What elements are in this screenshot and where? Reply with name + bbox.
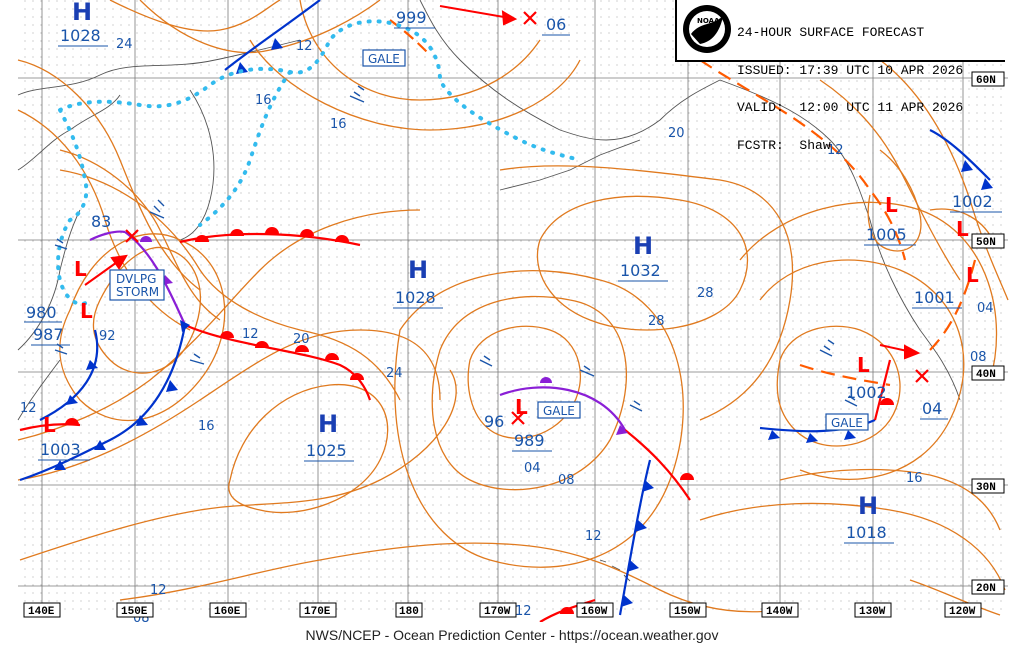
lon-label: 150W bbox=[674, 606, 701, 618]
svg-text:L: L bbox=[885, 193, 898, 217]
low-pressure-value: 96 bbox=[484, 412, 504, 431]
isobar-label: 12 bbox=[585, 529, 602, 544]
low-pressure-value: 1002 bbox=[846, 383, 887, 402]
storm-track-arrows bbox=[84, 5, 921, 360]
isobar-label: 04 bbox=[977, 301, 994, 316]
forecaster-name: FCSTR: Shaw bbox=[737, 137, 831, 153]
high-pressure-value: 1025 bbox=[306, 441, 347, 460]
lon-label: 120W bbox=[949, 606, 976, 618]
svg-text:NOAA: NOAA bbox=[697, 17, 720, 25]
lon-label: 140W bbox=[766, 606, 793, 618]
wind-barbs bbox=[54, 85, 858, 412]
isobar-label: 08 bbox=[970, 350, 987, 365]
high-pressure-value: 1028 bbox=[60, 26, 101, 45]
low-pressure-value: 1005 bbox=[866, 225, 907, 244]
isobar-label: 12 bbox=[515, 604, 532, 619]
isobar-label: 24 bbox=[116, 37, 133, 52]
noaa-logo: NOAA bbox=[683, 5, 731, 53]
ice-edge bbox=[56, 19, 582, 306]
svg-text:L: L bbox=[966, 263, 979, 287]
svg-text:L: L bbox=[857, 353, 870, 377]
lon-label: 140E bbox=[28, 606, 55, 618]
svg-text:L: L bbox=[515, 395, 528, 419]
isobar-label: 12 bbox=[20, 401, 37, 416]
isobar-label: 92 bbox=[99, 329, 116, 344]
isobar-label: 28 bbox=[697, 286, 714, 301]
high-symbol: H bbox=[858, 492, 878, 520]
svg-text:L: L bbox=[74, 257, 87, 281]
pressure-centers-layer: H 1028 H 1028 H 1032 H 1025 H 1018 999 0… bbox=[24, 0, 1002, 544]
low-pressure-value: 1001 bbox=[914, 288, 955, 307]
low-pressure-value: 999 bbox=[396, 8, 427, 27]
high-symbol: H bbox=[408, 256, 428, 284]
isobar-label: 16 bbox=[906, 471, 923, 486]
latitude-labels: 60N 50N 40N 30N 20N bbox=[971, 71, 1005, 595]
low-pressure-value: 987 bbox=[33, 325, 64, 344]
lat-label: 30N bbox=[976, 482, 996, 494]
isobar-label: 16 bbox=[198, 419, 215, 434]
lon-label: 170E bbox=[304, 606, 331, 618]
isobars bbox=[17, 0, 1009, 616]
isobar-label: 20 bbox=[668, 126, 685, 141]
front-symbols bbox=[54, 38, 993, 614]
low-pressure-value: 1003 bbox=[40, 440, 81, 459]
svg-text:L: L bbox=[80, 299, 93, 323]
issued-time: ISSUED: 17:39 UTC 10 APR 2026 bbox=[737, 62, 964, 78]
isobar-label: 12 bbox=[150, 583, 167, 598]
isobar-label: 12 bbox=[296, 39, 313, 54]
warning-boxes: GALE DVLPG STORM GALE GALE bbox=[109, 49, 869, 431]
lon-label: 130W bbox=[859, 606, 886, 618]
forecast-title: 24-HOUR SURFACE FORECAST bbox=[737, 25, 925, 40]
isobar-label: 12 bbox=[827, 143, 844, 158]
lat-label: 60N bbox=[976, 75, 996, 87]
isobar-label: 28 bbox=[648, 314, 665, 329]
lat-label: 20N bbox=[976, 583, 996, 595]
isobar-label: 16 bbox=[330, 117, 347, 132]
lon-label: 180 bbox=[399, 606, 419, 618]
isobar-label: 20 bbox=[293, 332, 310, 347]
gale-warning-label: GALE bbox=[831, 416, 863, 430]
low-pressure-value: 83 bbox=[91, 212, 111, 231]
graticule bbox=[18, 0, 1008, 615]
isobar-label: 24 bbox=[386, 366, 403, 381]
low-pressure-value: 04 bbox=[922, 399, 942, 418]
storm-warning-label: STORM bbox=[116, 285, 159, 299]
high-pressure-value: 1028 bbox=[395, 288, 436, 307]
high-pressure-value: 1018 bbox=[846, 523, 887, 542]
isobar-label: 04 bbox=[524, 461, 541, 476]
low-pressure-value: 06 bbox=[546, 15, 566, 34]
isobar-label: 16 bbox=[255, 93, 272, 108]
gale-warning-label: GALE bbox=[368, 52, 400, 66]
lon-label: 170W bbox=[484, 606, 511, 618]
high-symbol: H bbox=[72, 0, 92, 26]
longitude-labels: 140E 150E 160E 170E 180 170W 160W 150W 1… bbox=[23, 602, 982, 618]
svg-text:L: L bbox=[43, 413, 56, 437]
high-symbol: H bbox=[633, 232, 653, 260]
valid-time: VALID: 12:00 UTC 11 APR 2026 bbox=[737, 100, 964, 115]
lon-label: 150E bbox=[121, 606, 148, 618]
storm-warning-label: DVLPG bbox=[116, 272, 156, 286]
lat-label: 40N bbox=[976, 369, 996, 381]
high-symbol: H bbox=[318, 410, 338, 438]
isobar-label: 12 bbox=[242, 327, 259, 342]
low-pressure-value: 989 bbox=[514, 431, 545, 450]
gale-warning-label: GALE bbox=[543, 404, 575, 418]
lon-label: 160E bbox=[214, 606, 241, 618]
lon-label: 160W bbox=[581, 606, 608, 618]
low-symbols: L L L L L L L L bbox=[43, 193, 979, 437]
high-pressure-value: 1032 bbox=[620, 261, 661, 280]
low-pressure-value: 980 bbox=[26, 303, 57, 322]
footer-credit: NWS/NCEP - Ocean Prediction Center - htt… bbox=[0, 622, 1024, 652]
low-pressure-value: 1002 bbox=[952, 192, 993, 211]
forecast-header: NOAA 24-HOUR SURFACE FORECAST ISSUED: 17… bbox=[675, 0, 1005, 151]
lat-label: 50N bbox=[976, 237, 996, 249]
low-center-markers bbox=[125, 11, 929, 425]
svg-text:L: L bbox=[956, 217, 969, 241]
isobar-label: 08 bbox=[558, 473, 575, 488]
